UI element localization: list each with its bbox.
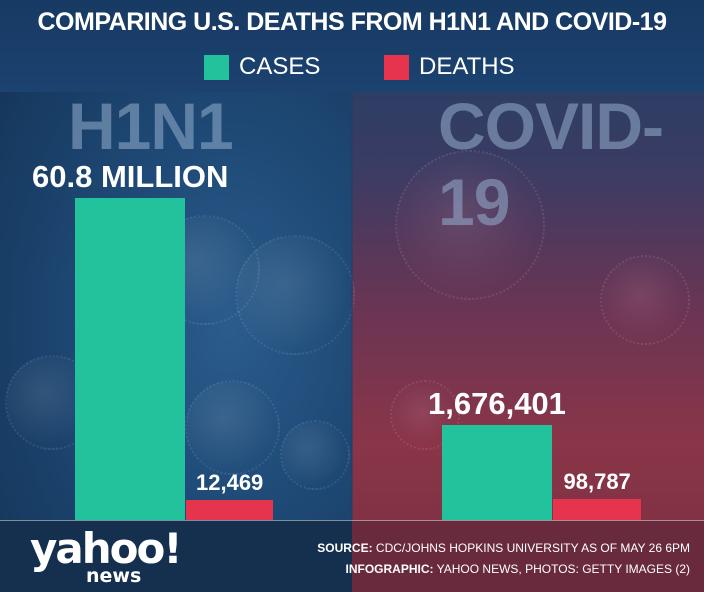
virus-decoration-icon: [185, 380, 280, 475]
group-label-covid19: COVID-19: [438, 89, 664, 239]
panel-divider: [351, 92, 353, 520]
legend-swatch-deaths: [384, 54, 409, 80]
bar-h1n1-deaths: [186, 500, 273, 520]
news-logo: news: [86, 565, 142, 587]
header-band: [0, 0, 704, 92]
group-label-h1n1: H1N1: [68, 89, 234, 163]
bar-covid19-cases: [442, 425, 552, 520]
footer-divider-line: [0, 520, 704, 521]
infographic-label: INFOGRAPHIC:: [345, 562, 434, 576]
footer-left-band: [0, 520, 352, 592]
virus-decoration-icon: [600, 255, 690, 345]
value-label-h1n1-deaths: 12,469: [196, 470, 264, 495]
bar-covid19-deaths: [553, 498, 641, 520]
legend-swatch-cases: [204, 54, 229, 80]
source-label: SOURCE:: [317, 541, 373, 555]
footer: [0, 520, 704, 592]
virus-decoration-icon: [280, 420, 350, 490]
footer-right-band: [352, 520, 704, 592]
chart-title: COMPARING U.S. DEATHS FROM H1N1 AND COVI…: [37, 8, 667, 36]
value-label-covid19-deaths: 98,787: [563, 468, 631, 494]
source-text: CDC/JOHNS HOPKINS UNIVERSITY AS OF MAY 2…: [375, 541, 690, 555]
value-label-covid19-cases: 1,676,401: [428, 386, 566, 422]
infographic-credit-line: INFOGRAPHIC: YAHOO NEWS, PHOTOS: GETTY I…: [346, 562, 691, 576]
bar-h1n1-cases: [75, 198, 185, 520]
legend-deaths: DEATHS: [384, 53, 515, 80]
legend-cases: CASES: [204, 53, 321, 80]
legend-label-deaths: DEATHS: [419, 53, 515, 80]
yahoo-logo: yahoo!: [30, 524, 182, 573]
virus-decoration-icon: [235, 235, 355, 355]
virus-decoration-icon: [395, 150, 545, 300]
legend-label-cases: CASES: [239, 53, 321, 80]
infographic-text: YAHOO NEWS, PHOTOS: GETTY IMAGES (2): [436, 562, 690, 576]
source-line: SOURCE: CDC/JOHNS HOPKINS UNIVERSITY AS …: [317, 541, 690, 555]
value-label-h1n1-cases: 60.8 MILLION: [32, 159, 229, 194]
